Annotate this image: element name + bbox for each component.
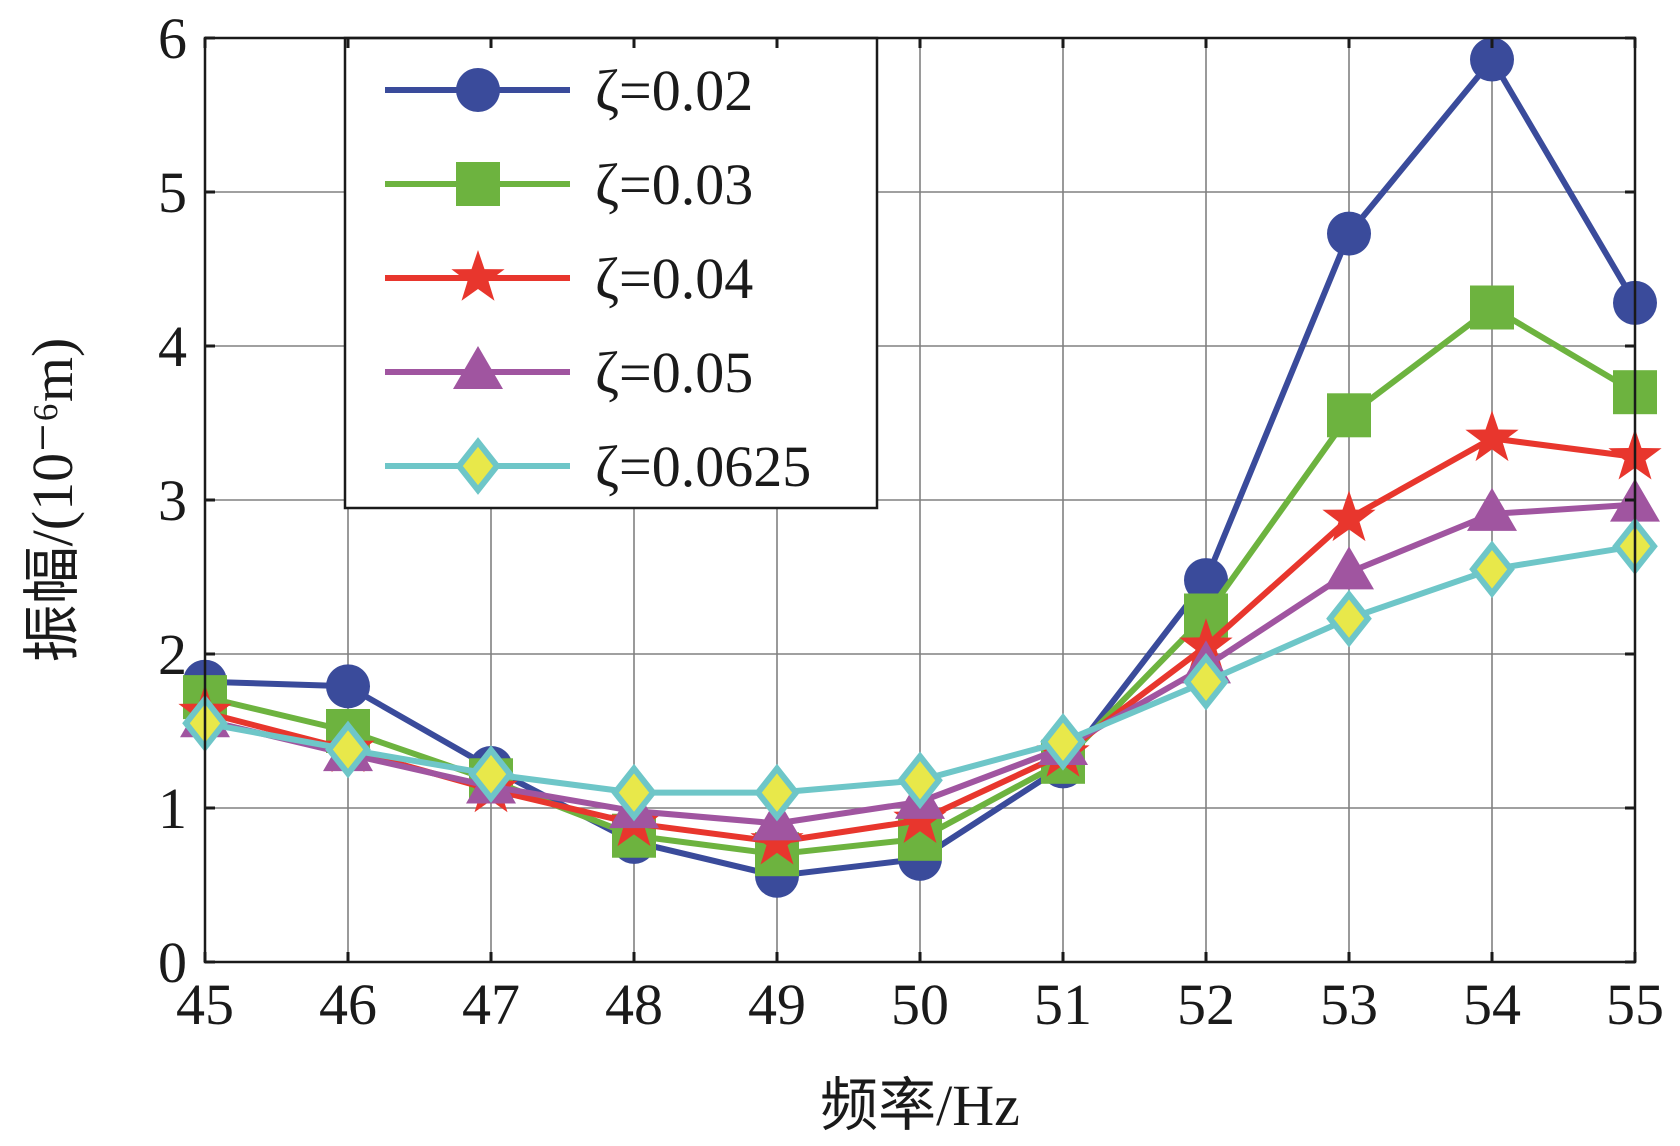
x-tick-label: 52 (1177, 972, 1235, 1037)
data-point (1326, 589, 1372, 648)
legend-label: ζ=0.04 (595, 246, 753, 311)
data-point (1184, 558, 1228, 603)
legend-marker (456, 162, 500, 206)
x-tick-label: 45 (176, 972, 234, 1037)
legend-item: ζ=0.05 (385, 340, 753, 405)
series-group (178, 37, 1662, 898)
y-tick-label: 0 (158, 930, 187, 995)
data-point (897, 751, 943, 810)
data-point (754, 763, 800, 822)
data-point (1040, 712, 1086, 771)
data-point (1327, 211, 1371, 256)
legend-item: ζ=0.04 (385, 246, 753, 311)
legend-marker (455, 437, 501, 495)
y-tick-label: 6 (158, 6, 187, 71)
data-point (1322, 490, 1376, 542)
x-tick-label: 47 (462, 972, 520, 1037)
x-tick-label: 50 (891, 972, 949, 1037)
y-tick-label: 3 (158, 468, 187, 533)
legend-label: ζ=0.02 (595, 58, 753, 123)
legend-box (343, 36, 879, 510)
x-tick-label: 49 (748, 972, 806, 1037)
data-point (1467, 487, 1517, 531)
legend-item: ζ=0.02 (385, 58, 753, 123)
x-tick-label: 54 (1463, 972, 1521, 1037)
y-tick-label: 2 (158, 622, 187, 687)
x-tick-label: 55 (1606, 972, 1664, 1037)
data-point (1465, 410, 1519, 462)
data-point (326, 664, 370, 709)
data-point (468, 745, 514, 803)
legend: ζ=0.02 ζ=0.03 ζ=0.04 ζ=0.05 ζ=0.0625 (343, 36, 879, 510)
x-tick-label: 53 (1320, 972, 1378, 1037)
data-point (1470, 37, 1514, 82)
legend-marker (453, 346, 503, 389)
series-4 (182, 517, 1658, 822)
data-point (1324, 546, 1374, 590)
legend-item: ζ=0.03 (385, 152, 753, 217)
data-point (611, 763, 657, 822)
y-tick-label: 5 (158, 160, 187, 225)
legend-label: ζ=0.0625 (595, 434, 811, 499)
data-point (1470, 285, 1514, 330)
legend-marker (456, 68, 500, 112)
legend-label: ζ=0.05 (595, 340, 753, 405)
legend-marker (451, 250, 505, 301)
legend-label: ζ=0.03 (595, 152, 753, 217)
y-tick-label: 1 (158, 776, 187, 841)
legend-item: ζ=0.0625 (385, 434, 811, 499)
data-point (325, 720, 371, 779)
data-point (1469, 540, 1515, 599)
y-tick-label: 4 (158, 314, 187, 379)
data-point (1327, 393, 1371, 438)
y-axis-title: 振幅/(10⁻⁶m) (20, 338, 85, 663)
x-axis-title: 频率/Hz (820, 1073, 1020, 1138)
x-tick-label: 51 (1034, 972, 1092, 1037)
x-tick-label: 48 (605, 972, 663, 1037)
data-point (1183, 652, 1229, 711)
x-tick-label: 46 (319, 972, 377, 1037)
